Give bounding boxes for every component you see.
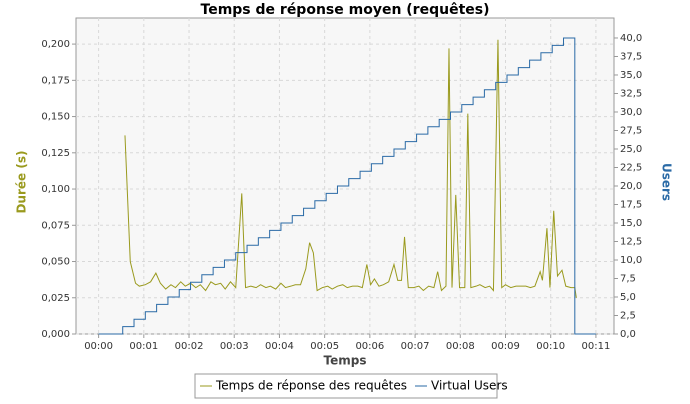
y2-tick-label: 22,5 xyxy=(620,162,642,173)
x-tick-label: 00:01 xyxy=(129,341,158,352)
y2-tick-label: 35,0 xyxy=(620,70,642,81)
x-tick-label: 00:03 xyxy=(220,341,249,352)
y2-tick-label: 40,0 xyxy=(620,33,642,44)
chart-title: Temps de réponse moyen (requêtes) xyxy=(201,2,490,18)
y2-tick-label: 12,5 xyxy=(620,236,642,247)
y-tick-label: 0,150 xyxy=(41,112,70,123)
x-tick-label: 00:06 xyxy=(355,341,384,352)
x-axis-label: Temps xyxy=(324,354,367,368)
y-axis-label: Durée (s) xyxy=(15,151,29,214)
x-tick-label: 00:07 xyxy=(401,341,430,352)
y2-tick-label: 32,5 xyxy=(620,88,642,99)
x-tick-label: 00:00 xyxy=(84,341,113,352)
legend-label: Virtual Users xyxy=(431,379,508,393)
y2-axis-label: Users xyxy=(660,163,674,201)
y-tick-label: 0,000 xyxy=(41,329,70,340)
x-tick-label: 00:10 xyxy=(536,341,565,352)
x-tick-label: 00:09 xyxy=(491,341,520,352)
y2-tick-label: 7,5 xyxy=(620,273,636,284)
y2-tick-label: 20,0 xyxy=(620,181,642,192)
x-tick-label: 00:08 xyxy=(446,341,475,352)
series-line xyxy=(98,37,596,335)
y2-tick-label: 15,0 xyxy=(620,218,642,229)
y-tick-label: 0,050 xyxy=(41,257,70,268)
y2-tick-label: 2,5 xyxy=(620,310,636,321)
y-tick-label: 0,025 xyxy=(41,293,70,304)
y2-tick-label: 37,5 xyxy=(620,51,642,62)
x-tick-label: 00:05 xyxy=(310,341,339,352)
y2-tick-label: 10,0 xyxy=(620,255,642,266)
y2-tick-label: 5,0 xyxy=(620,292,636,303)
plot-area xyxy=(75,17,615,335)
x-tick-label: 00:04 xyxy=(265,341,294,352)
y2-tick-label: 27,5 xyxy=(620,125,642,136)
y-tick-label: 0,175 xyxy=(41,75,70,86)
x-tick-label: 00:02 xyxy=(175,341,204,352)
y2-tick-label: 17,5 xyxy=(620,199,642,210)
y2-tick-label: 0,0 xyxy=(620,329,636,340)
legend xyxy=(194,373,498,399)
y2-tick-label: 30,0 xyxy=(620,107,642,118)
x-tick-label: 00:11 xyxy=(582,341,611,352)
y-tick-label: 0,075 xyxy=(41,220,70,231)
y-tick-label: 0,100 xyxy=(41,184,70,195)
legend-label: Temps de réponse des requêtes xyxy=(215,379,407,393)
y-tick-label: 0,125 xyxy=(41,148,70,159)
series-line xyxy=(124,39,577,298)
y-tick-label: 0,200 xyxy=(41,39,70,50)
y2-tick-label: 25,0 xyxy=(620,144,642,155)
